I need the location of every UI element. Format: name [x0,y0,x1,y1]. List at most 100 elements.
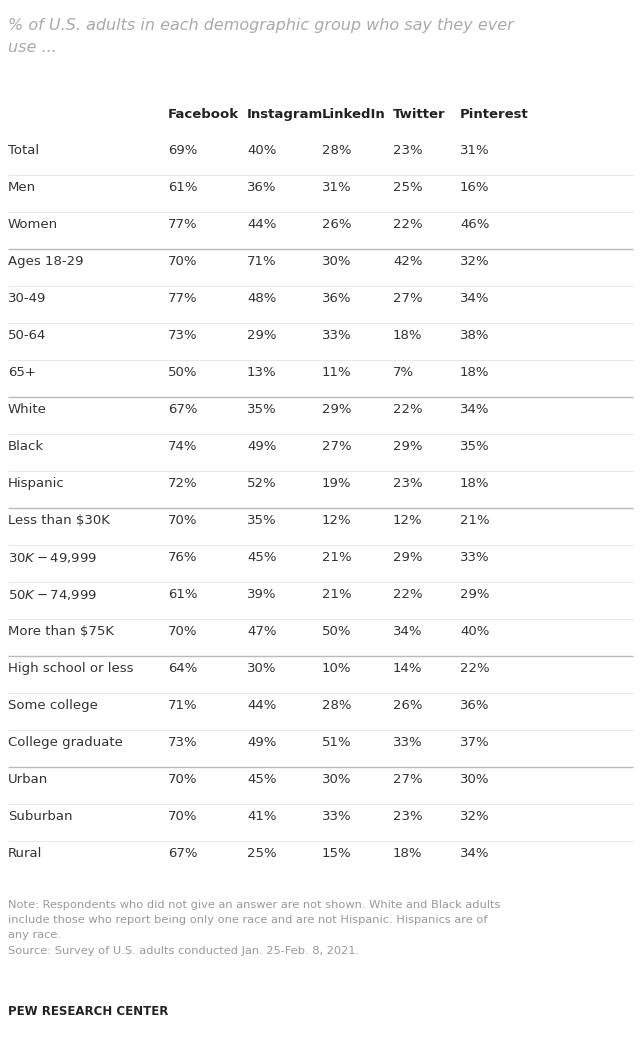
Text: 30%: 30% [322,255,352,268]
Text: 73%: 73% [168,329,197,341]
Text: 71%: 71% [168,699,197,713]
Text: 15%: 15% [322,847,352,860]
Text: 28%: 28% [322,699,352,713]
Text: 33%: 33% [460,551,489,564]
Text: White: White [8,403,47,416]
Text: 30%: 30% [460,773,489,786]
Text: 72%: 72% [168,477,197,490]
Text: 51%: 51% [322,736,352,749]
Text: 25%: 25% [393,181,422,194]
Text: 23%: 23% [393,144,422,157]
Text: 45%: 45% [247,773,276,786]
Text: 65+: 65+ [8,366,36,379]
Text: 38%: 38% [460,329,489,341]
Text: 70%: 70% [168,811,197,823]
Text: 45%: 45% [247,551,276,564]
Text: College graduate: College graduate [8,736,123,749]
Text: 12%: 12% [322,514,352,527]
Text: 33%: 33% [322,811,352,823]
Text: 46%: 46% [460,218,489,231]
Text: 29%: 29% [460,588,489,601]
Text: 29%: 29% [247,329,276,341]
Text: 42%: 42% [393,255,422,268]
Text: 32%: 32% [460,811,489,823]
Text: Instagram: Instagram [247,108,323,121]
Text: Women: Women [8,218,58,231]
Text: 34%: 34% [460,403,489,416]
Text: Ages 18-29: Ages 18-29 [8,255,84,268]
Text: 49%: 49% [247,736,276,749]
Text: 77%: 77% [168,292,197,305]
Text: 18%: 18% [460,477,489,490]
Text: 19%: 19% [322,477,352,490]
Text: 50-64: 50-64 [8,329,46,341]
Text: 30%: 30% [247,662,276,675]
Text: 47%: 47% [247,625,276,638]
Text: 10%: 10% [322,662,352,675]
Text: 74%: 74% [168,440,197,453]
Text: Suburban: Suburban [8,811,73,823]
Text: 35%: 35% [247,514,276,527]
Text: 70%: 70% [168,514,197,527]
Text: Less than $30K: Less than $30K [8,514,110,527]
Text: 70%: 70% [168,625,197,638]
Text: $50K-$74,999: $50K-$74,999 [8,588,97,602]
Text: 40%: 40% [460,625,489,638]
Text: 44%: 44% [247,699,276,713]
Text: 22%: 22% [460,662,489,675]
Text: 27%: 27% [393,292,422,305]
Text: Facebook: Facebook [168,108,239,121]
Text: 40%: 40% [247,144,276,157]
Text: 26%: 26% [393,699,422,713]
Text: 41%: 41% [247,811,276,823]
Text: 14%: 14% [393,662,422,675]
Text: 21%: 21% [322,551,352,564]
Text: 67%: 67% [168,847,197,860]
Text: 35%: 35% [247,403,276,416]
Text: 44%: 44% [247,218,276,231]
Text: 32%: 32% [460,255,489,268]
Text: 18%: 18% [393,329,422,341]
Text: % of U.S. adults in each demographic group who say they ever: % of U.S. adults in each demographic gro… [8,18,514,33]
Text: 33%: 33% [322,329,352,341]
Text: 39%: 39% [247,588,276,601]
Text: 22%: 22% [393,403,422,416]
Text: 31%: 31% [322,181,352,194]
Text: 50%: 50% [322,625,352,638]
Text: 23%: 23% [393,811,422,823]
Text: 70%: 70% [168,773,197,786]
Text: 49%: 49% [247,440,276,453]
Text: 36%: 36% [247,181,276,194]
Text: 36%: 36% [322,292,352,305]
Text: 22%: 22% [393,588,422,601]
Text: 22%: 22% [393,218,422,231]
Text: 21%: 21% [322,588,352,601]
Text: 71%: 71% [247,255,276,268]
Text: 76%: 76% [168,551,197,564]
Text: 18%: 18% [393,847,422,860]
Text: 21%: 21% [460,514,489,527]
Text: 29%: 29% [322,403,352,416]
Text: 30%: 30% [322,773,352,786]
Text: 33%: 33% [393,736,422,749]
Text: Hispanic: Hispanic [8,477,65,490]
Text: LinkedIn: LinkedIn [322,108,386,121]
Text: 34%: 34% [460,292,489,305]
Text: 7%: 7% [393,366,414,379]
Text: 34%: 34% [393,625,422,638]
Text: PEW RESEARCH CENTER: PEW RESEARCH CENTER [8,1006,168,1018]
Text: use ...: use ... [8,40,57,55]
Text: 73%: 73% [168,736,197,749]
Text: 36%: 36% [460,699,489,713]
Text: 29%: 29% [393,440,422,453]
Text: 16%: 16% [460,181,489,194]
Text: 35%: 35% [460,440,489,453]
Text: 48%: 48% [247,292,276,305]
Text: 27%: 27% [322,440,352,453]
Text: 31%: 31% [460,144,489,157]
Text: More than $75K: More than $75K [8,625,114,638]
Text: 77%: 77% [168,218,197,231]
Text: 61%: 61% [168,588,197,601]
Text: 52%: 52% [247,477,276,490]
Text: 69%: 69% [168,144,197,157]
